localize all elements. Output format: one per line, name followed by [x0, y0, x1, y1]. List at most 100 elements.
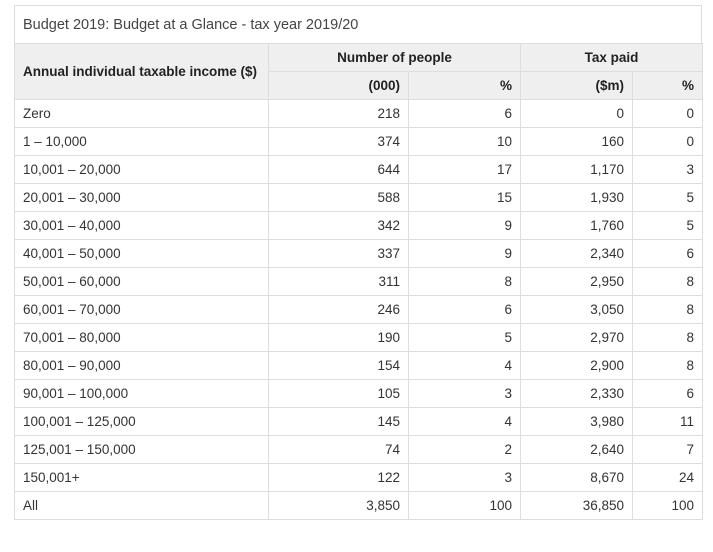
- table-cell: 74: [268, 435, 409, 464]
- table-row: 125,001 – 150,000 74 2 2,640 7: [14, 435, 704, 464]
- table-cell: 11: [632, 407, 704, 436]
- table-row: 150,001+ 122 3 8,670 24: [14, 463, 704, 492]
- table-cell: 17: [407, 155, 522, 184]
- table-cell: 8: [632, 351, 704, 380]
- table-cell: 2,950: [520, 267, 634, 296]
- column-header: (000): [268, 71, 409, 100]
- table-cell: 3,980: [520, 407, 634, 436]
- row-label: 30,001 – 40,000: [14, 211, 269, 240]
- table-cell: 3,850: [268, 491, 409, 520]
- table-cell: 36,850: [520, 491, 634, 520]
- table-cell: 122: [268, 463, 409, 492]
- row-label: 60,001 – 70,000: [14, 295, 269, 324]
- table-cell: 8: [632, 295, 704, 324]
- column-header: ($m): [520, 71, 634, 100]
- table-cell: 311: [268, 267, 409, 296]
- table-cell: 6: [632, 379, 704, 408]
- table-cell: 160: [520, 127, 634, 156]
- table-cell: 2,330: [520, 379, 634, 408]
- people-group-header: Number of people: [267, 43, 522, 72]
- table-cell: 2,340: [520, 239, 634, 268]
- table-cell: 100: [632, 491, 704, 520]
- row-label: 50,001 – 60,000: [14, 267, 269, 296]
- table-row: All 3,850 100 36,850 100: [14, 491, 704, 520]
- table-cell: 100: [407, 491, 522, 520]
- table-cell: 2: [407, 435, 522, 464]
- table-cell: 5: [632, 211, 704, 240]
- table-cell: 105: [268, 379, 409, 408]
- tax-group-header: Tax paid: [520, 43, 704, 72]
- table-row: 60,001 – 70,000 246 6 3,050 8: [14, 295, 704, 324]
- table-body: Zero 218 6 0 0 1 – 10,000 374 10 160 0 10,001 – 20…: [14, 99, 704, 520]
- table-cell: 6: [407, 99, 522, 128]
- column-header: %: [632, 71, 704, 100]
- table-cell: 4: [407, 351, 522, 380]
- table-row: 10,001 – 20,000 644 17 1,170 3: [14, 155, 704, 184]
- table-cell: 1,930: [520, 183, 634, 212]
- table-cell: 342: [268, 211, 409, 240]
- table-cell: 8,670: [520, 463, 634, 492]
- row-label: 70,001 – 80,000: [14, 323, 269, 352]
- table-cell: 2,970: [520, 323, 634, 352]
- table-cell: 644: [268, 155, 409, 184]
- table-cell: 4: [407, 407, 522, 436]
- row-label: 1 – 10,000: [14, 127, 269, 156]
- table-row: 80,001 – 90,000 154 4 2,900 8: [14, 351, 704, 380]
- table-row: 100,001 – 125,000 145 4 3,980 11: [14, 407, 704, 436]
- table-cell: 145: [268, 407, 409, 436]
- table-cell: 8: [632, 267, 704, 296]
- table-cell: 0: [632, 127, 704, 156]
- table-cell: 10: [407, 127, 522, 156]
- table-row: 40,001 – 50,000 337 9 2,340 6: [14, 239, 704, 268]
- table-cell: 3: [407, 379, 522, 408]
- table-cell: 5: [407, 323, 522, 352]
- income-header: Annual individual taxable income ($): [14, 43, 269, 100]
- table-caption: Budget 2019: Budget at a Glance - tax ye…: [14, 5, 702, 43]
- table-cell: 1,170: [520, 155, 634, 184]
- table-cell: 2,900: [520, 351, 634, 380]
- table-cell: 0: [632, 99, 704, 128]
- row-label: 40,001 – 50,000: [14, 239, 269, 268]
- table-row: 1 – 10,000 374 10 160 0: [14, 127, 704, 156]
- table-row: 70,001 – 80,000 190 5 2,970 8: [14, 323, 704, 352]
- row-label: Zero: [14, 99, 269, 128]
- row-label: 80,001 – 90,000: [14, 351, 269, 380]
- table-cell: 0: [520, 99, 634, 128]
- table-row: 30,001 – 40,000 342 9 1,760 5: [14, 211, 704, 240]
- table-cell: 9: [407, 239, 522, 268]
- table-cell: 3: [407, 463, 522, 492]
- table-cell: 246: [268, 295, 409, 324]
- row-label: 10,001 – 20,000: [14, 155, 269, 184]
- data-table: Annual individual taxable income ($) Num…: [14, 43, 704, 520]
- table-cell: 5: [632, 183, 704, 212]
- table-cell: 337: [268, 239, 409, 268]
- table-container: Budget 2019: Budget at a Glance - tax ye…: [14, 5, 704, 520]
- table-cell: 6: [632, 239, 704, 268]
- table-cell: 154: [268, 351, 409, 380]
- table-row: 50,001 – 60,000 311 8 2,950 8: [14, 267, 704, 296]
- table-cell: 15: [407, 183, 522, 212]
- table-cell: 6: [407, 295, 522, 324]
- table-cell: 7: [632, 435, 704, 464]
- table-row: 20,001 – 30,000 588 15 1,930 5: [14, 183, 704, 212]
- table-cell: 588: [268, 183, 409, 212]
- row-label: 150,001+: [14, 463, 269, 492]
- table-cell: 8: [632, 323, 704, 352]
- table-cell: 2,640: [520, 435, 634, 464]
- row-label: All: [14, 491, 269, 520]
- table-cell: 3: [632, 155, 704, 184]
- table-cell: 24: [632, 463, 704, 492]
- table-cell: 218: [268, 99, 409, 128]
- table-row: Zero 218 6 0 0: [14, 99, 704, 128]
- table-cell: 190: [268, 323, 409, 352]
- table-row: 90,001 – 100,000 105 3 2,330 6: [14, 379, 704, 408]
- table-cell: 9: [407, 211, 522, 240]
- row-label: 20,001 – 30,000: [14, 183, 269, 212]
- table-cell: 374: [268, 127, 409, 156]
- table-cell: 1,760: [520, 211, 634, 240]
- table-cell: 3,050: [520, 295, 634, 324]
- row-label: 100,001 – 125,000: [14, 407, 269, 436]
- row-label: 90,001 – 100,000: [14, 379, 269, 408]
- column-header: %: [407, 71, 522, 100]
